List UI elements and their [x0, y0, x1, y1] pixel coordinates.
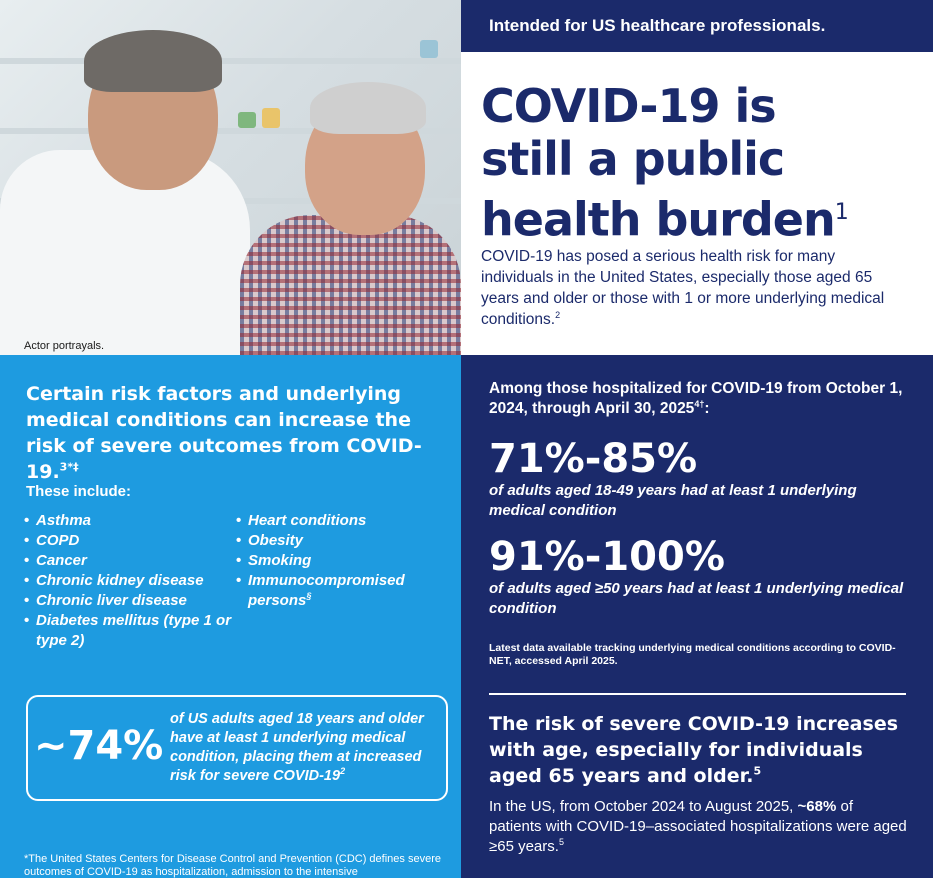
age-risk-heading: The risk of severe COVID-19 increases wi… — [489, 711, 909, 789]
hero-section: COVID-19 is still a public health burden… — [461, 52, 933, 355]
list-item: COPD — [24, 531, 234, 551]
divider — [489, 693, 906, 695]
stat-reference: 2 — [340, 766, 346, 777]
risk-list-column-2: Heart conditions Obesity Smoking Immunoc… — [236, 511, 446, 611]
bottle — [262, 108, 280, 128]
hospitalization-intro: Among those hospitalized for COVID-19 fr… — [489, 380, 903, 417]
stat-50-plus-description: of adults aged ≥50 years had at least 1 … — [489, 580, 904, 617]
age-risk-body-suffix: of patients with COVID-19–associated hos… — [489, 798, 907, 855]
hospitalization-panel: Among those hospitalized for COVID-19 fr… — [461, 355, 933, 878]
title-line: still a public — [481, 132, 785, 186]
age-risk-body-stat: ~68% — [797, 798, 837, 815]
stat-description-text: of US adults aged 18 years and older hav… — [170, 711, 424, 784]
audience-banner: Intended for US healthcare professionals… — [461, 0, 933, 52]
risk-factors-panel: Certain risk factors and underlying medi… — [0, 355, 461, 878]
title-line: health burden — [481, 192, 836, 247]
title-reference: 1 — [834, 200, 849, 225]
photo-caption: Actor portrayals. — [24, 340, 105, 352]
shelf — [0, 128, 461, 134]
hospitalization-intro-text: Among those hospitalized for COVID-19 fr… — [489, 380, 903, 417]
stat-50-plus-value: 91%-100% — [489, 534, 725, 580]
patient-shirt — [240, 215, 461, 355]
bottle — [238, 112, 256, 128]
age-risk-heading-text: The risk of severe COVID-19 increases wi… — [489, 713, 899, 787]
hero-body: COVID-19 has posed a serious health risk… — [481, 246, 911, 330]
hero-body-text: COVID-19 has posed a serious health risk… — [481, 248, 885, 328]
risk-factors-heading-text: Certain risk factors and underlying medi… — [26, 383, 422, 483]
shelf — [0, 58, 461, 64]
list-item: Smoking — [236, 551, 446, 571]
age-risk-body-prefix: In the US, from October 2024 to August 2… — [489, 798, 794, 815]
list-item-reference: § — [306, 591, 312, 601]
risk-factors-subheading: These include: — [26, 483, 132, 500]
page-title: COVID-19 is still a public health burden… — [481, 80, 921, 246]
stat-value: ~74% — [34, 723, 164, 769]
list-item: Chronic liver disease — [24, 591, 234, 611]
list-item-text: Immunocompromised persons — [248, 572, 405, 609]
stat-description: of US adults aged 18 years and older hav… — [170, 710, 442, 786]
pharmacist-hair — [84, 30, 222, 92]
list-item: Cancer — [24, 551, 234, 571]
patient-hair — [310, 82, 426, 134]
list-item: Asthma — [24, 511, 234, 531]
hero-body-reference: 2 — [555, 309, 561, 320]
age-risk-body-reference: 5 — [558, 837, 564, 847]
hero-photo: Actor portrayals. — [0, 0, 461, 355]
list-item: Diabetes mellitus (type 1 or type 2) — [24, 611, 234, 651]
stat-18-49-description: of adults aged 18-49 years had at least … — [489, 482, 857, 519]
list-item: Chronic kidney disease — [24, 571, 234, 591]
footnote: *The United States Centers for Disease C… — [24, 853, 441, 878]
title-line: COVID-19 is — [481, 79, 777, 133]
age-risk-heading-reference: 5 — [753, 764, 762, 778]
adult-conditions-stat-box: ~74% of US adults aged 18 years and olde… — [26, 695, 448, 801]
list-item-with-reference: Immunocompromised persons§ — [236, 571, 446, 611]
risk-factors-heading: Certain risk factors and underlying medi… — [26, 381, 446, 485]
risk-list-column-1: Asthma COPD Cancer Chronic kidney diseas… — [24, 511, 234, 651]
bottle — [420, 40, 438, 58]
hospitalization-intro-reference: 4† — [694, 398, 705, 409]
data-source-note: Latest data available tracking underlyin… — [489, 642, 896, 667]
stat-18-49-value: 71%-85% — [489, 436, 698, 482]
list-item: Heart conditions — [236, 511, 446, 531]
risk-factors-heading-reference: 3*‡ — [59, 460, 79, 474]
age-risk-body: In the US, from October 2024 to August 2… — [489, 797, 909, 857]
list-item: Obesity — [236, 531, 446, 551]
